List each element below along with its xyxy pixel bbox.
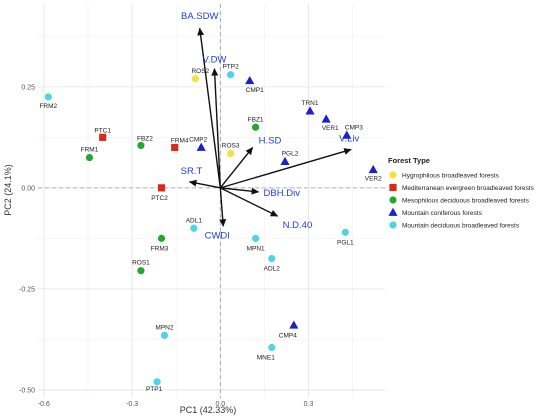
- site-point: [171, 143, 179, 152]
- legend-marker: [389, 221, 397, 229]
- legend-marker: [389, 171, 397, 179]
- site-point-label: VER1: [322, 125, 339, 132]
- site-point: [305, 106, 315, 115]
- site-point-label: MPN2: [155, 324, 173, 331]
- loading-arrow: [219, 187, 227, 227]
- zero-reference-lines: [38, 4, 385, 398]
- site-point: [280, 156, 290, 165]
- site-point-label: FBZ1: [248, 116, 264, 123]
- site-point-label: ROS2: [191, 68, 209, 75]
- site-point: [160, 331, 169, 339]
- site-point-label: PGL2: [282, 151, 299, 158]
- site-point: [245, 75, 255, 85]
- loading-arrow: [220, 148, 352, 189]
- y-tick-label: 0.25: [21, 84, 35, 91]
- legend-marker: [389, 183, 397, 192]
- legend-marker: [388, 207, 398, 216]
- site-point-label: FRM4: [171, 137, 189, 144]
- site-point: [227, 71, 235, 79]
- site-point: [137, 267, 145, 275]
- loading-arrow: [197, 27, 222, 188]
- y-tick-label: -0.25: [19, 286, 35, 293]
- site-point-label: PTC2: [151, 195, 168, 202]
- site-point: [252, 234, 260, 242]
- site-point-label: ADL2: [264, 266, 281, 273]
- loading-arrow: [219, 147, 254, 189]
- x-tick-label: 0.0: [215, 401, 225, 408]
- site-point: [157, 184, 166, 192]
- site-point: [268, 343, 276, 352]
- site-point: [289, 320, 299, 329]
- site-point: [137, 141, 145, 150]
- site-point: [227, 149, 235, 158]
- site-point: [191, 75, 199, 83]
- site-point: [341, 228, 349, 236]
- site-point: [44, 93, 52, 101]
- site-point-label: TRN1: [302, 100, 319, 107]
- site-point: [268, 254, 276, 263]
- loading-arrow-label: SR.T: [181, 166, 203, 177]
- axis-ticks: -0.6 -0.3 0.0 0.3 -0.50 -0.25 0.00 0.25: [19, 84, 313, 408]
- y-tick-label: -0.50: [19, 387, 35, 394]
- site-point-label: ADL1: [186, 217, 203, 224]
- y-axis-title: PC2 (24.1%): [3, 164, 13, 216]
- legend-title: Forest Type: [388, 156, 430, 165]
- site-point-label: CMP1: [246, 87, 264, 94]
- legend-marker: [389, 196, 397, 204]
- site-point-label: FRM1: [81, 147, 99, 154]
- loading-arrow-label: BA.SDW: [181, 11, 219, 22]
- loading-arrow-label: DBH.Div: [264, 188, 301, 199]
- site-point: [153, 378, 161, 386]
- legend-entry-label: Mediterranean evergreen broadleaved fore…: [402, 185, 535, 192]
- site-point-label: CMP2: [189, 136, 207, 143]
- x-axis-title: PC1 (42.33%): [180, 405, 237, 415]
- site-point-label: MNE1: [257, 354, 275, 361]
- legend-entry-label: Hygrophilous broadleaved forests: [402, 172, 500, 179]
- site-point: [252, 123, 260, 131]
- y-tick-label: 0.00: [21, 185, 35, 192]
- site-point-label: MPN1: [247, 245, 265, 252]
- loading-arrow-label: N.D.40: [283, 220, 313, 231]
- site-point-label: PTP2: [222, 64, 239, 71]
- legend-entry-label: Mesophilous deciduous broadleaved forest…: [402, 197, 530, 204]
- site-point-label: VER2: [365, 176, 382, 183]
- x-tick-label: -0.3: [126, 401, 138, 408]
- loading-arrow: [188, 179, 221, 189]
- site-point: [85, 153, 94, 162]
- x-tick-label: -0.6: [38, 401, 50, 408]
- loading-arrow-label: V.DW: [202, 55, 226, 66]
- site-point: [342, 130, 352, 139]
- site-point-label: CMP4: [279, 332, 297, 339]
- site-point-label: CMP3: [345, 124, 363, 131]
- x-tick-label: 0.3: [304, 401, 314, 408]
- site-points: FRM2 PTC1 FRM1 FBZ2 FRM4 CMP2 ROS2 PTP2 CMP1 TRN1…: [39, 64, 382, 393]
- site-point-label: FBZ2: [137, 135, 153, 142]
- site-point: [321, 114, 331, 123]
- site-point-label: ROS1: [132, 260, 150, 267]
- site-point-label: PGL1: [337, 239, 354, 246]
- site-point: [99, 133, 107, 141]
- loading-arrow-label: H.SD: [259, 135, 282, 146]
- site-point-label: FRM2: [39, 103, 57, 110]
- site-point-label: FRM3: [151, 245, 169, 252]
- site-point-label: PTP1: [146, 386, 163, 393]
- site-point: [157, 234, 166, 242]
- loading-vectors: BA.SDW V.DW H.SD V.Liv SR.T DBH.Div N.D.40 CWDI: [181, 11, 360, 241]
- site-point: [368, 164, 378, 174]
- site-point-label: ROS3: [222, 143, 240, 150]
- site-point-label: PTC1: [94, 127, 111, 134]
- loading-arrow: [211, 68, 222, 188]
- site-point: [190, 224, 198, 232]
- site-point: [196, 142, 206, 151]
- loading-arrow-label: V.Liv: [339, 133, 359, 144]
- legend-entry-label: Mountain coniferous forests: [402, 210, 483, 217]
- loading-arrow: [220, 187, 279, 217]
- loading-arrow-label: CWDI: [205, 230, 230, 241]
- legend: Forest Type Hygrophilous broadleaved fore…: [388, 156, 535, 229]
- loading-arrow: [220, 187, 260, 195]
- legend-entry-label: Mountain deciduous broadleaved forests: [402, 222, 520, 229]
